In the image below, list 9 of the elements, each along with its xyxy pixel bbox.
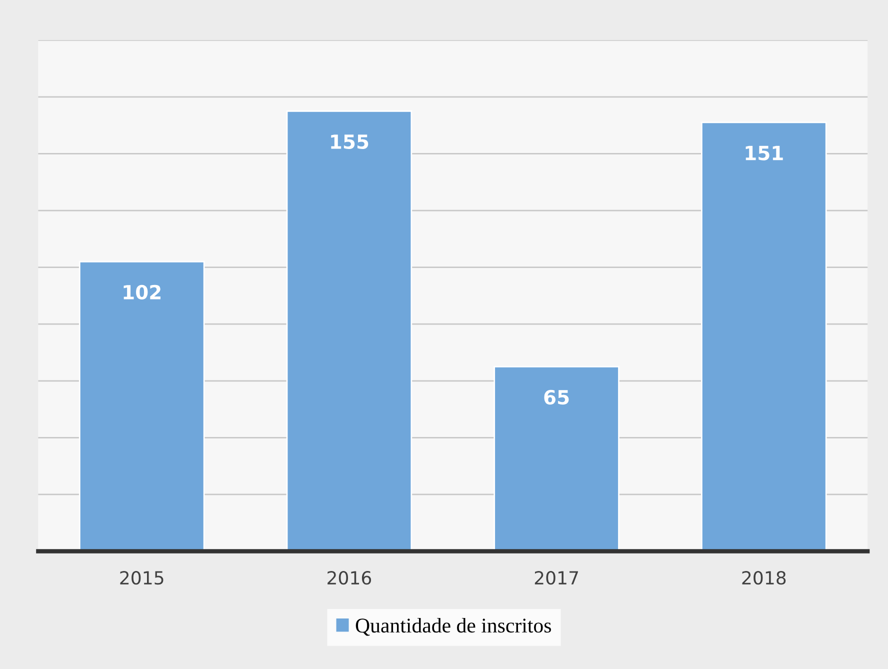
x-tick-label: 2018 xyxy=(742,571,786,585)
x-tick-label: 2015 xyxy=(120,571,164,585)
data-label: 151 xyxy=(746,146,783,160)
data-label: 65 xyxy=(544,390,569,405)
data-label: 155 xyxy=(331,134,368,150)
legend-label: Quantidade de inscritos xyxy=(356,618,551,636)
data-label: 102 xyxy=(124,284,160,300)
x-tick-label: 2017 xyxy=(534,571,578,585)
x-tick-label: 2016 xyxy=(328,571,372,585)
